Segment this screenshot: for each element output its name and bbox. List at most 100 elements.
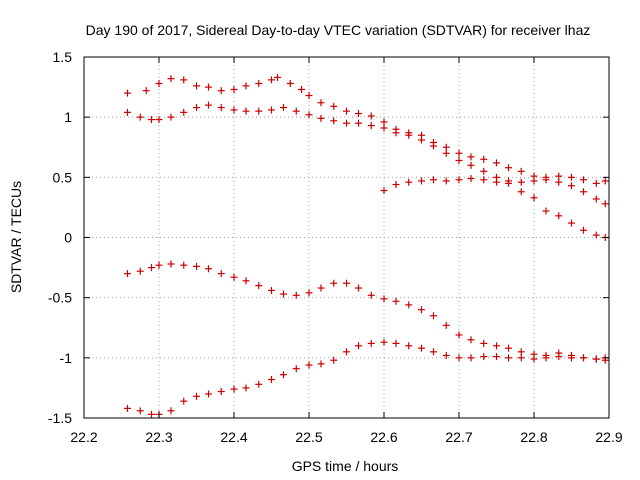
data-point [355, 342, 362, 350]
data-point [242, 107, 250, 115]
data-point [542, 354, 550, 362]
data-point [124, 270, 131, 278]
data-point [217, 388, 225, 396]
data-point [380, 118, 388, 126]
data-point [317, 284, 325, 292]
data-point [380, 187, 388, 195]
data-point [280, 290, 287, 298]
data-point [392, 339, 400, 347]
data-point [568, 173, 575, 181]
data-point [180, 261, 188, 269]
data-point [317, 99, 325, 107]
data-point [505, 177, 512, 185]
data-point [180, 76, 188, 84]
data-point [136, 407, 144, 415]
data-point [542, 207, 550, 215]
data-point [155, 79, 163, 87]
data-point [380, 295, 388, 303]
data-point [230, 385, 238, 393]
data-point [167, 260, 175, 268]
data-point [280, 371, 287, 379]
data-point [343, 107, 350, 115]
data-point [205, 83, 212, 91]
data-point [268, 286, 275, 294]
data-point [493, 353, 500, 361]
data-point [268, 375, 275, 383]
data-point [268, 106, 275, 114]
data-point [355, 119, 362, 127]
data-point [242, 384, 250, 392]
data-point [268, 76, 275, 84]
data-point [442, 177, 450, 185]
data-point [155, 116, 163, 124]
data-point [205, 265, 212, 273]
data-point [418, 177, 425, 185]
data-point [136, 113, 144, 121]
y-tick-label: 0 [64, 230, 72, 246]
data-point [217, 87, 225, 95]
data-points [124, 73, 609, 418]
data-point [343, 119, 350, 127]
x-tick-label: 22.3 [145, 429, 172, 445]
data-point [274, 73, 281, 81]
data-point [442, 149, 450, 157]
data-point [455, 149, 463, 157]
data-point [367, 291, 375, 299]
x-tick-label: 22.9 [595, 429, 622, 445]
data-point [517, 188, 525, 196]
data-point [180, 397, 188, 405]
data-point [505, 354, 512, 362]
data-point [480, 176, 488, 184]
data-point [343, 279, 350, 287]
data-point [592, 179, 600, 187]
y-tick-label: -1.5 [48, 410, 72, 426]
data-point [367, 112, 375, 120]
data-point [455, 156, 463, 164]
x-tick-label: 22.6 [370, 429, 397, 445]
data-point [555, 212, 563, 220]
data-point [367, 339, 375, 347]
y-axis-label: SDTVAR / TECUs [8, 181, 24, 293]
data-point [392, 129, 400, 137]
x-tick-label: 22.8 [520, 429, 547, 445]
data-point [124, 404, 131, 412]
data-point [530, 177, 538, 185]
data-point [493, 178, 500, 186]
data-point [205, 390, 212, 398]
x-tick-label: 22.5 [295, 429, 322, 445]
data-point [305, 361, 313, 369]
series-satellite-5 [124, 338, 609, 418]
data-point [292, 365, 300, 373]
data-point [467, 175, 475, 183]
data-point [136, 267, 144, 275]
data-point [442, 143, 450, 151]
data-point [193, 104, 200, 112]
data-point [455, 176, 463, 184]
data-point [298, 85, 305, 93]
x-axis-label: GPS time / hours [292, 458, 399, 474]
data-point [242, 82, 250, 90]
data-point [205, 101, 212, 109]
data-point [455, 331, 463, 339]
data-point [505, 344, 512, 352]
data-point [230, 85, 238, 93]
y-tick-label: -0.5 [48, 290, 72, 306]
data-point [517, 178, 525, 186]
data-point [542, 176, 550, 184]
data-point [330, 279, 338, 287]
data-point [480, 155, 488, 163]
data-point [305, 289, 313, 297]
data-point [317, 360, 325, 368]
data-point [193, 262, 200, 270]
data-point [230, 106, 238, 114]
data-point [467, 153, 475, 161]
data-point [180, 108, 188, 116]
data-point [442, 351, 450, 359]
data-point [330, 356, 338, 364]
data-point [330, 102, 338, 110]
data-point [343, 348, 350, 356]
data-point [430, 176, 437, 184]
data-point [193, 82, 200, 90]
data-point [242, 277, 250, 285]
data-point [217, 270, 225, 278]
